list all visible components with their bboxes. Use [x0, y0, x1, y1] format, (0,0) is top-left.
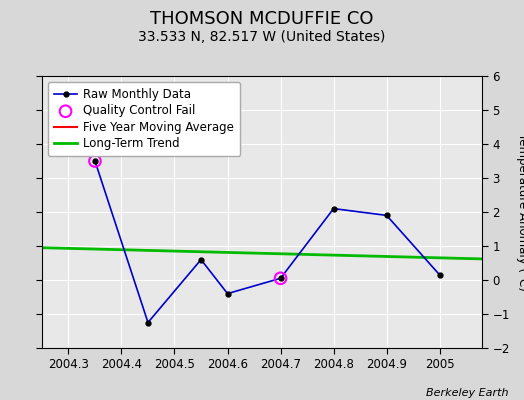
Raw Monthly Data [198, 257, 204, 262]
Raw Monthly Data [92, 158, 98, 163]
Quality Control Fail [91, 158, 99, 164]
Legend: Raw Monthly Data, Quality Control Fail, Five Year Moving Average, Long-Term Tren: Raw Monthly Data, Quality Control Fail, … [48, 82, 240, 156]
Raw Monthly Data [436, 272, 443, 277]
Raw Monthly Data [384, 213, 390, 218]
Text: THOMSON MCDUFFIE CO: THOMSON MCDUFFIE CO [150, 10, 374, 28]
Text: 33.533 N, 82.517 W (United States): 33.533 N, 82.517 W (United States) [138, 30, 386, 44]
Raw Monthly Data [224, 291, 231, 296]
Y-axis label: Temperature Anomaly (°C): Temperature Anomaly (°C) [516, 133, 524, 291]
Raw Monthly Data [277, 276, 283, 281]
Text: Berkeley Earth: Berkeley Earth [426, 388, 508, 398]
Quality Control Fail [276, 275, 285, 282]
Raw Monthly Data [145, 320, 151, 325]
Raw Monthly Data [331, 206, 337, 211]
Line: Raw Monthly Data: Raw Monthly Data [93, 158, 442, 325]
